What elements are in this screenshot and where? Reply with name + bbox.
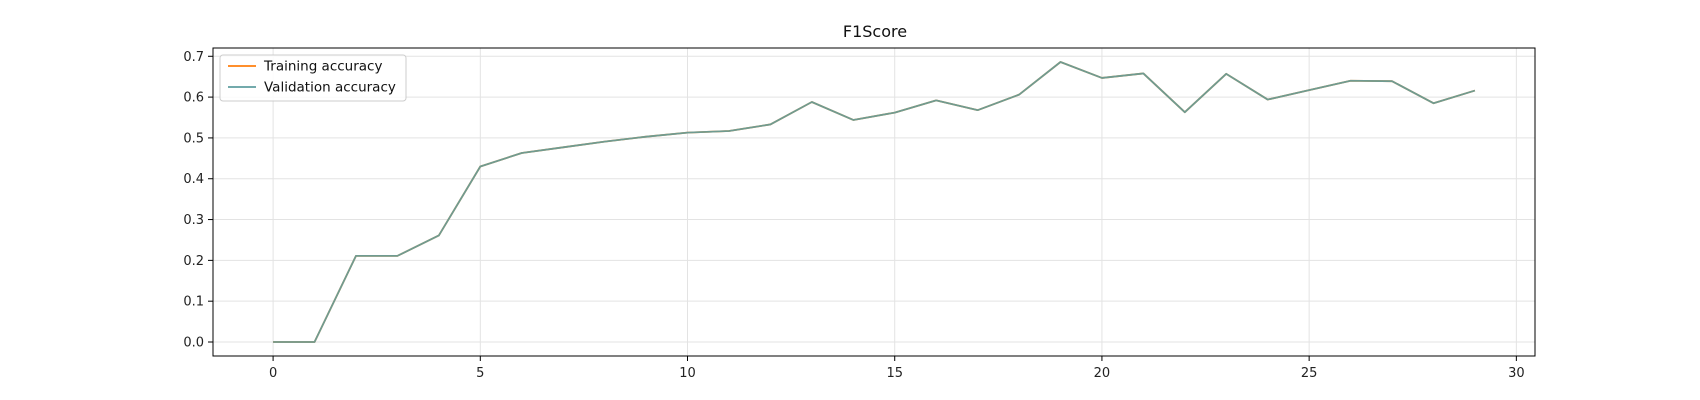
x-tick-label: 0 [269, 366, 277, 381]
series-line-training [273, 61, 1476, 343]
legend-box [219, 54, 407, 102]
plot-frame [212, 47, 1536, 357]
grid-lines [213, 48, 1535, 356]
y-tick-label: 0.5 [183, 131, 204, 146]
x-axis: 0 5 10 15 20 25 30 [269, 356, 1525, 381]
chart-title: F1Score [843, 22, 907, 41]
x-tick-label: 25 [1301, 366, 1318, 381]
x-tick-label: 30 [1508, 366, 1525, 381]
y-tick-label: 0.4 [183, 172, 204, 187]
x-tick-label: 20 [1094, 366, 1111, 381]
y-tick-label: 0.2 [183, 254, 204, 269]
y-axis: 0.0 0.1 0.2 0.3 0.4 0.5 0.6 0.7 [183, 50, 213, 351]
y-tick-label: 0.1 [183, 295, 204, 310]
y-tick-label: 0.3 [183, 213, 204, 228]
legend: Training accuracy Validation accuracy [219, 54, 407, 102]
x-tick-label: 5 [476, 366, 484, 381]
legend-label-validation: Validation accuracy [264, 80, 396, 96]
series-line-validation [273, 61, 1476, 343]
series-lines [273, 61, 1476, 343]
y-tick-label: 0.6 [183, 91, 204, 106]
x-tick-label: 10 [679, 366, 696, 381]
y-tick-label: 0.7 [183, 50, 204, 65]
legend-label-training: Training accuracy [263, 59, 382, 75]
x-tick-label: 15 [886, 366, 903, 381]
y-tick-label: 0.0 [183, 336, 204, 351]
